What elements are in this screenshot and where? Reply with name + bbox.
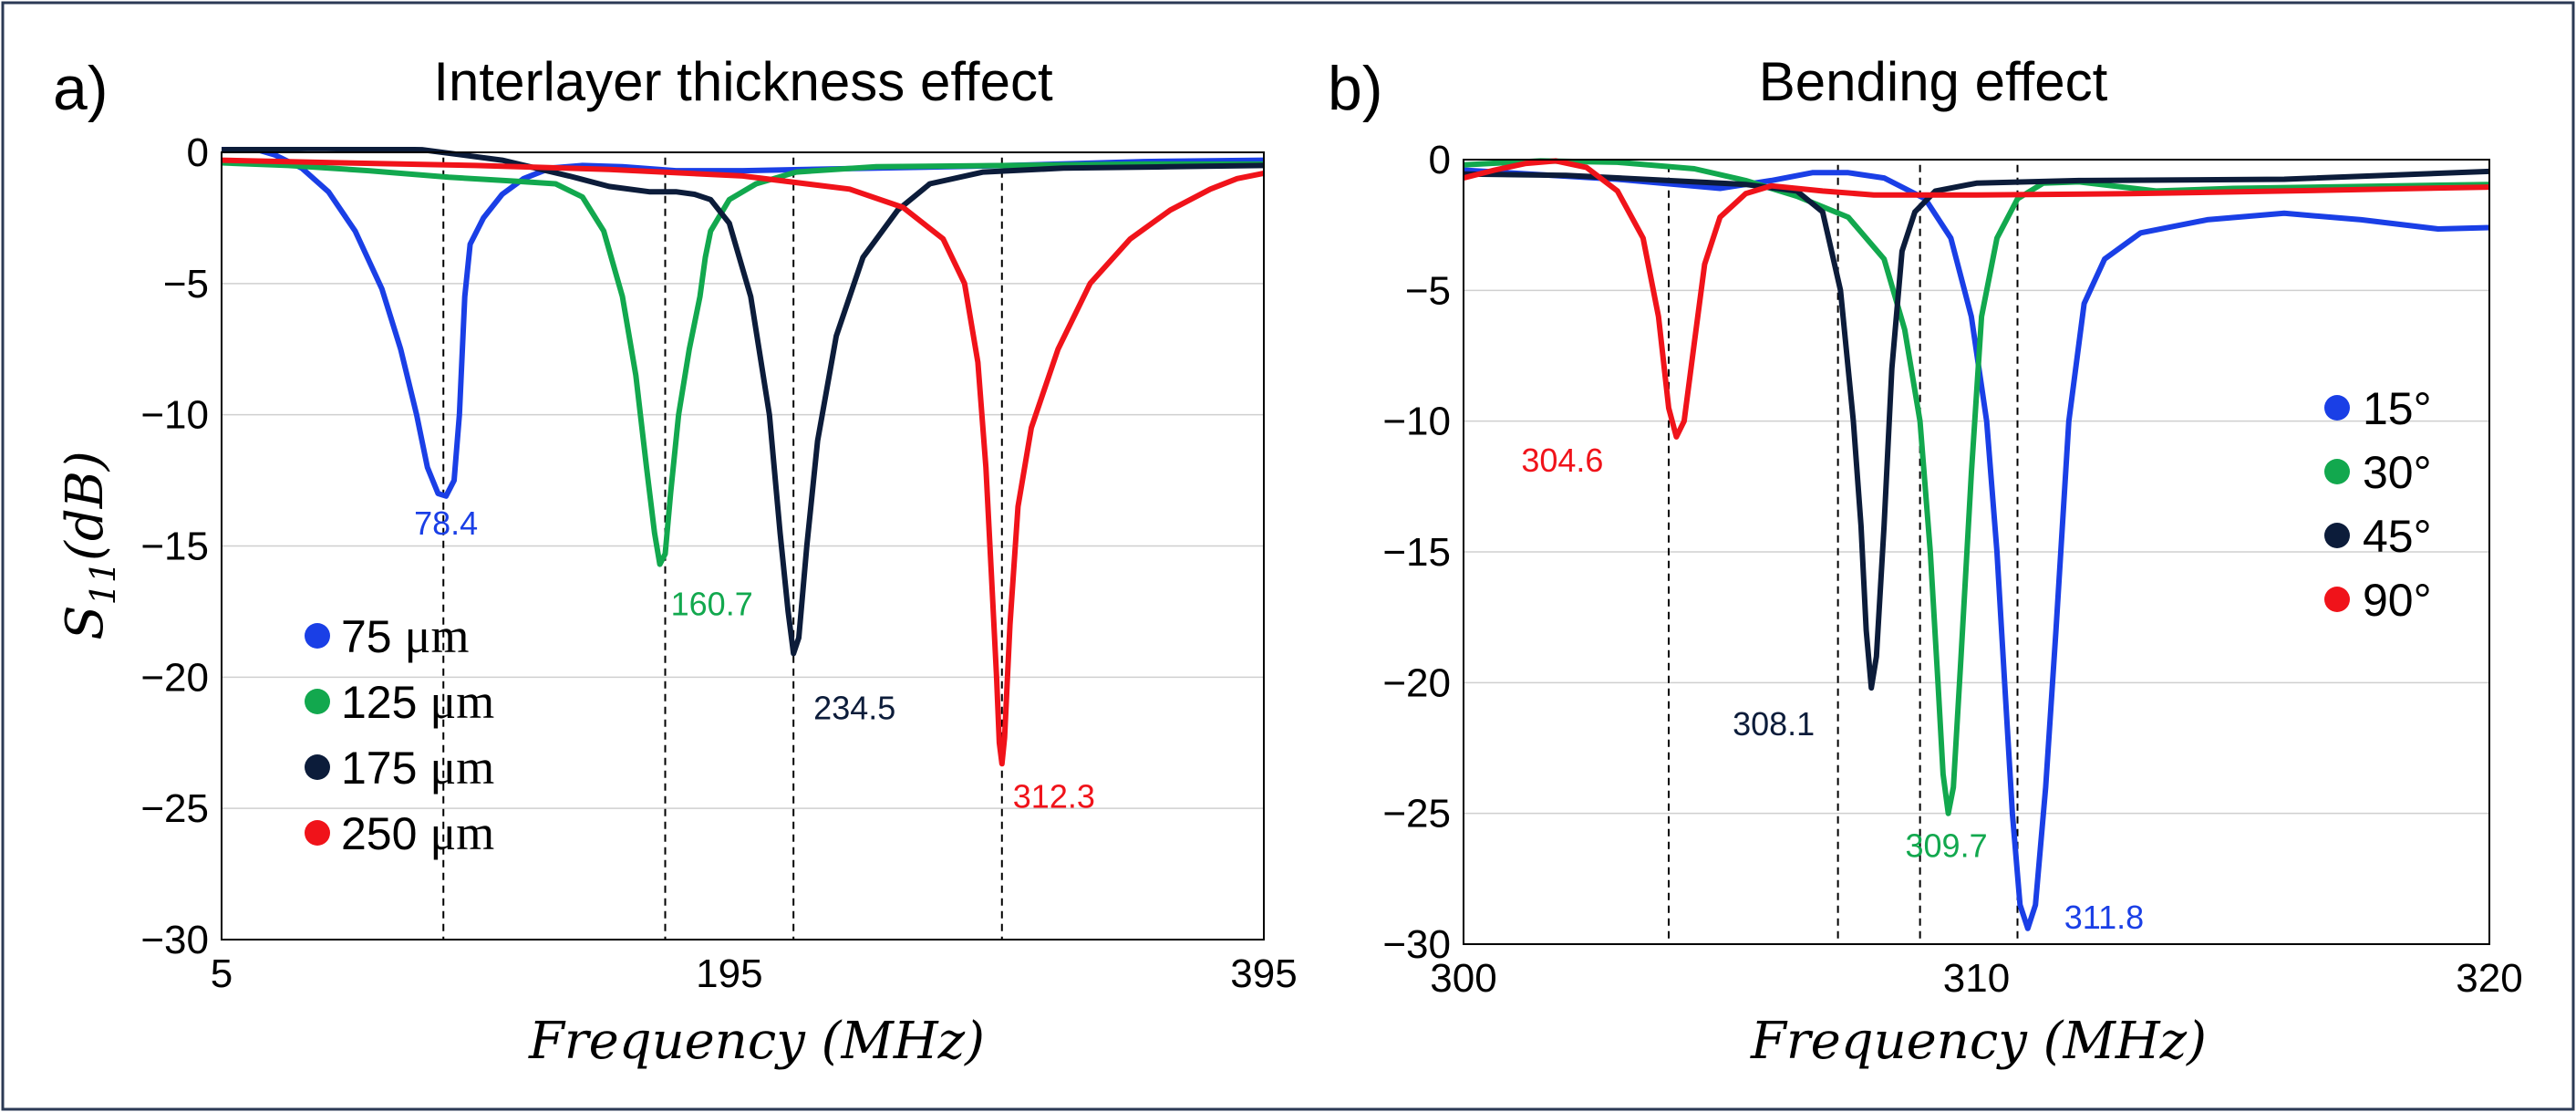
y-tick-label-a-6: −30 bbox=[140, 918, 209, 962]
panel-a: a) Interlayer thickness effect 0 −5 −10 −15 −2… bbox=[53, 51, 1298, 1071]
legend-label-b-3: 90° bbox=[2363, 575, 2432, 626]
series-line-b-0 bbox=[1464, 167, 2489, 931]
y-tick-label-b-5: −25 bbox=[1382, 792, 1451, 837]
dip-label-a-2: 234.5 bbox=[813, 689, 895, 726]
legend-label-b-1: 30° bbox=[2363, 447, 2432, 498]
x-tick-label-a-2: 395 bbox=[1230, 951, 1297, 996]
legend-marker-b-3 bbox=[2324, 587, 2350, 612]
y-axis-label-main: S bbox=[56, 605, 115, 639]
x-tick-label-b-2: 320 bbox=[2456, 956, 2522, 1001]
x-axis-label-b: Frequency (MHz) bbox=[1750, 1012, 2207, 1071]
series-line-a-3 bbox=[222, 157, 1264, 767]
y-tick-label-b-4: −20 bbox=[1382, 660, 1451, 705]
x-axis-label-a: Frequency (MHz) bbox=[528, 1012, 985, 1071]
dip-label-b-1: 309.7 bbox=[1906, 827, 1988, 865]
y-tick-label-b-1: −5 bbox=[1405, 268, 1451, 313]
dip-label-b-0: 311.8 bbox=[2064, 899, 2144, 936]
legend-marker-b-2 bbox=[2324, 523, 2350, 548]
x-tick-label-b-0: 300 bbox=[1430, 956, 1496, 1001]
y-tick-label-a-1: −5 bbox=[163, 262, 209, 307]
plot-frame-b bbox=[1463, 159, 2490, 945]
legend-value: 250 bbox=[341, 808, 429, 859]
y-tick-label-b-2: −10 bbox=[1382, 400, 1451, 444]
legend-label-a-1: 125 μm bbox=[341, 674, 494, 729]
y-tick-label-a-3: −15 bbox=[140, 525, 209, 569]
plot-frame-a bbox=[221, 151, 1265, 941]
legend-marker-b-0 bbox=[2324, 395, 2350, 421]
dip-label-a-3: 312.3 bbox=[1013, 777, 1095, 815]
y-tick-label-b-3: −15 bbox=[1382, 530, 1451, 575]
dip-label-a-1: 160.7 bbox=[671, 586, 753, 623]
panel-label-b: b) bbox=[1328, 54, 1382, 123]
y-tick-label-b-0: 0 bbox=[1429, 138, 1451, 182]
legend-value: 75 bbox=[341, 611, 405, 662]
y-axis-label-subscript: 11 bbox=[83, 561, 123, 605]
x-tick-label-a-0: 5 bbox=[211, 951, 233, 996]
y-tick-label-a-2: −10 bbox=[140, 393, 209, 438]
legend-marker-a-1 bbox=[305, 689, 330, 714]
dip-label-b-2: 308.1 bbox=[1733, 705, 1815, 743]
legend-marker-a-0 bbox=[305, 623, 330, 649]
legend-unit: μm bbox=[429, 805, 494, 860]
chart-title-b: Bending effect bbox=[1759, 51, 2108, 112]
legend-value: 175 bbox=[341, 743, 429, 794]
legend-label-b-2: 45° bbox=[2363, 511, 2432, 562]
x-tick-label-a-1: 195 bbox=[696, 951, 762, 996]
legend-label-a-2: 175 μm bbox=[341, 740, 494, 795]
legend-unit: μm bbox=[405, 608, 470, 663]
legend-label-a-0: 75 μm bbox=[341, 608, 469, 663]
series-line-a-2 bbox=[222, 147, 1264, 657]
dip-label-b-3: 304.6 bbox=[1521, 442, 1603, 479]
series-line-b-3 bbox=[1464, 158, 2489, 440]
dip-label-a-0: 78.4 bbox=[414, 504, 478, 542]
legend-label-a-3: 250 μm bbox=[341, 805, 494, 860]
y-axis-label-a: S11(dB) bbox=[56, 451, 123, 639]
legend-unit: μm bbox=[429, 740, 494, 795]
legend-marker-a-2 bbox=[305, 754, 330, 780]
series-line-a-0 bbox=[222, 147, 1264, 499]
legend-label-b-0: 15° bbox=[2363, 383, 2432, 434]
legend-marker-a-3 bbox=[305, 820, 330, 846]
y-axis-label-tail: (dB) bbox=[56, 451, 115, 561]
y-tick-label-a-5: −25 bbox=[140, 786, 209, 831]
legend-value: 125 bbox=[341, 677, 429, 728]
y-tick-label-a-0: 0 bbox=[187, 130, 209, 175]
x-tick-label-b-1: 310 bbox=[1943, 956, 2010, 1001]
legend-unit: μm bbox=[429, 674, 494, 729]
chart-title-a: Interlayer thickness effect bbox=[433, 51, 1053, 112]
legend-marker-b-1 bbox=[2324, 459, 2350, 484]
series-line-a-1 bbox=[222, 160, 1264, 567]
y-tick-label-b-6: −30 bbox=[1382, 922, 1451, 967]
panel-label-a: a) bbox=[53, 54, 108, 123]
y-tick-label-a-4: −20 bbox=[140, 655, 209, 700]
